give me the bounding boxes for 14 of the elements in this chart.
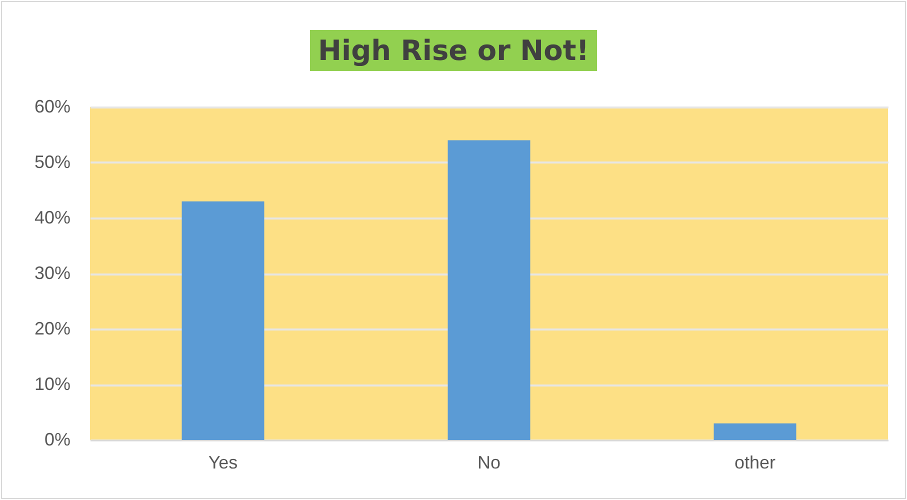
x-tick-label: Yes xyxy=(208,452,238,472)
bar xyxy=(182,201,264,440)
chart-title: High Rise or Not! xyxy=(310,30,597,71)
bar xyxy=(448,140,530,440)
x-tick-label: other xyxy=(734,452,776,472)
y-tick-label: 30% xyxy=(34,263,70,283)
bar xyxy=(714,423,796,440)
y-tick-label: 40% xyxy=(34,208,70,228)
y-tick-label: 20% xyxy=(34,318,70,338)
y-tick-label: 50% xyxy=(34,152,70,172)
y-tick-label: 0% xyxy=(44,430,70,450)
y-tick-label: 60% xyxy=(34,96,70,116)
y-tick-label: 10% xyxy=(34,374,70,394)
x-tick-label: No xyxy=(477,452,501,472)
